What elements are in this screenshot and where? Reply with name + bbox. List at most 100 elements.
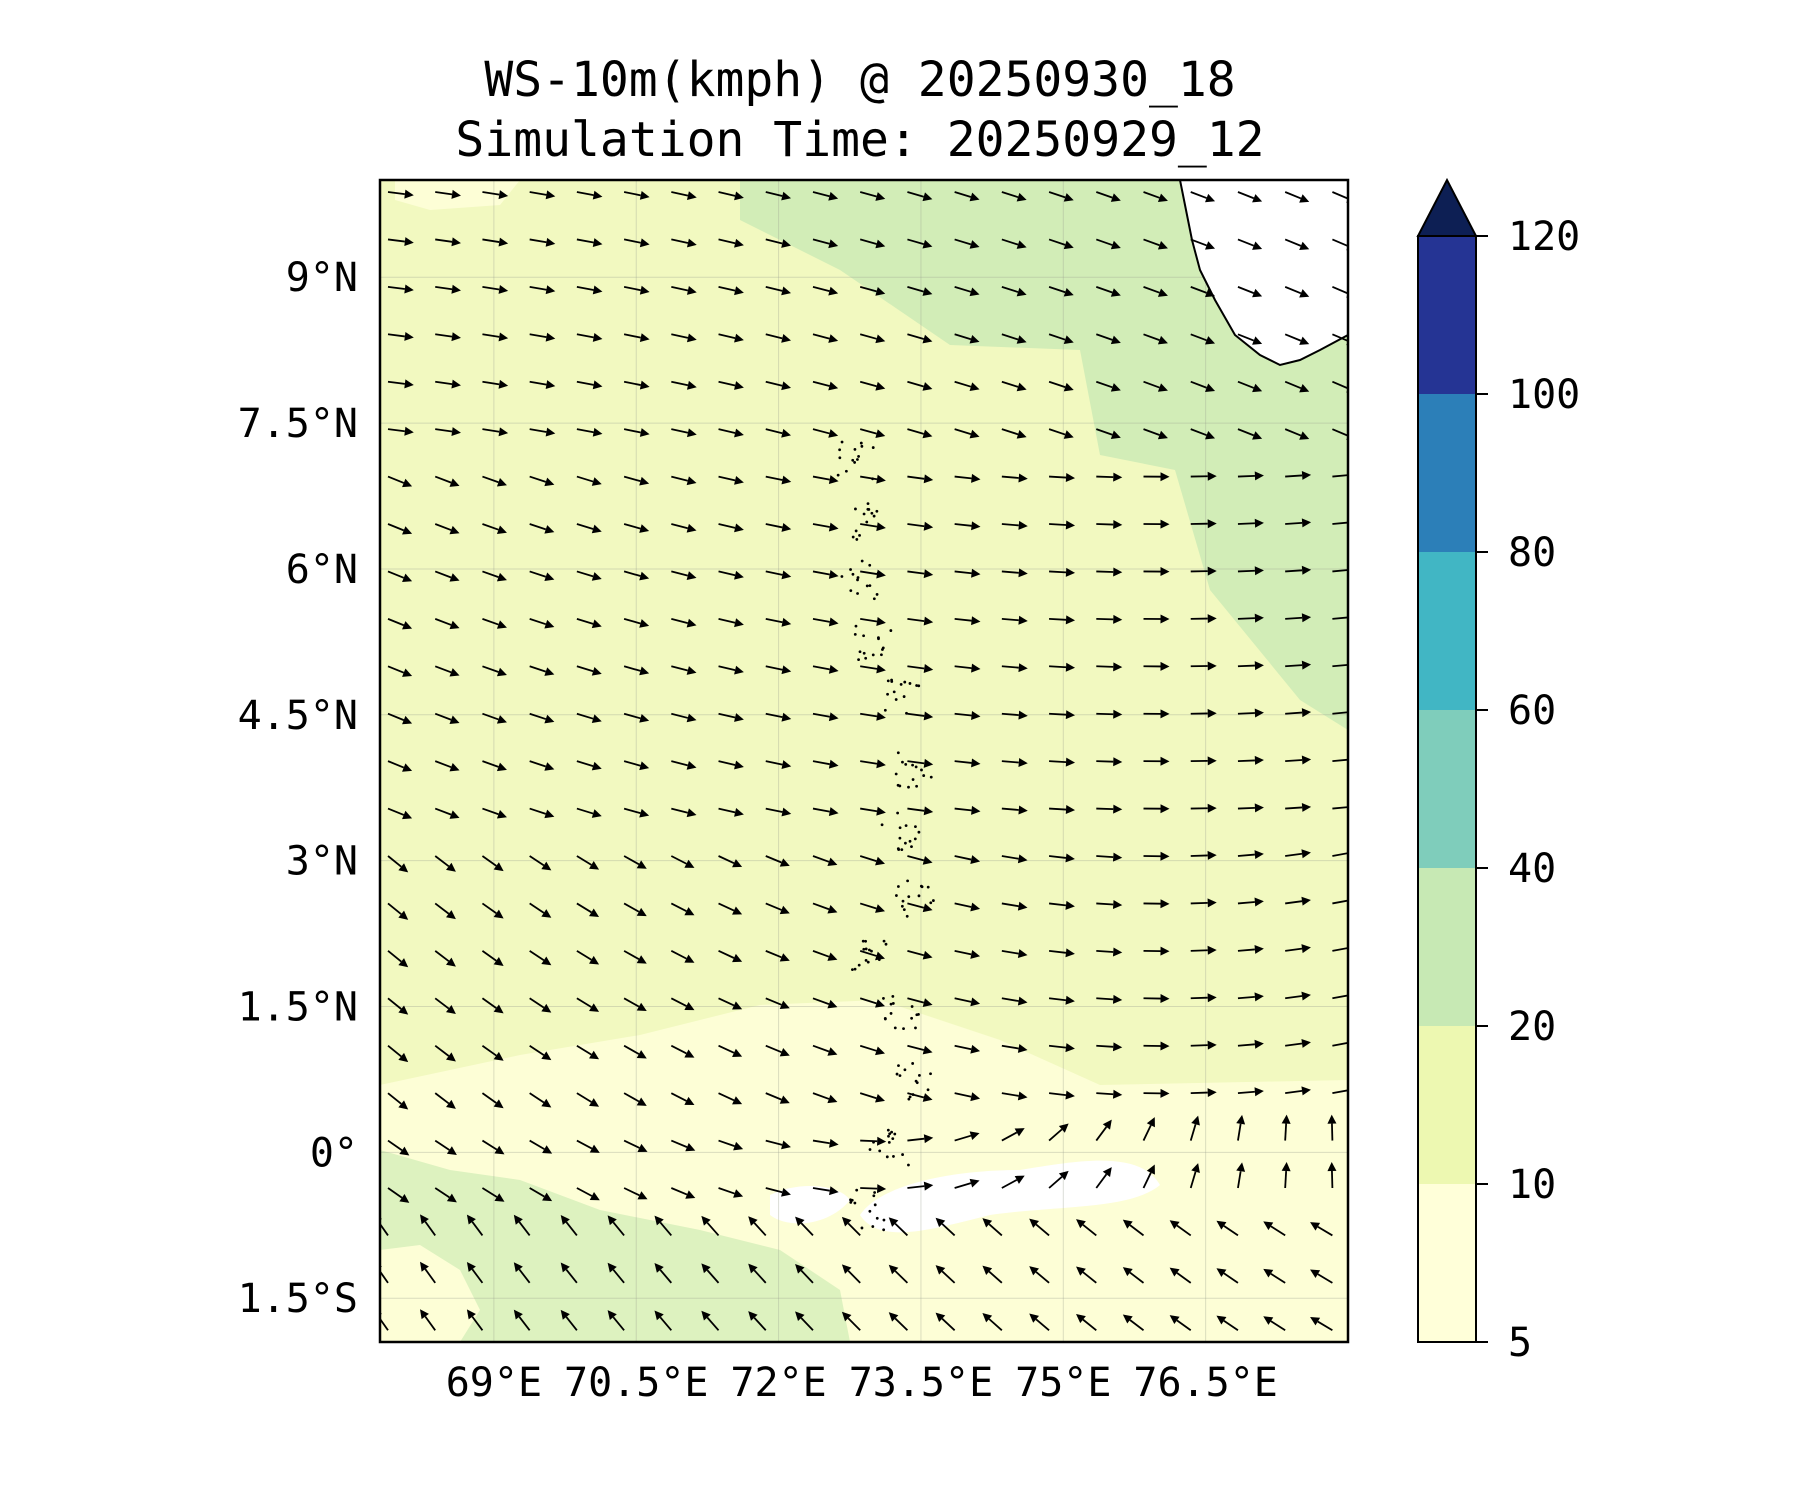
wind-arrow — [765, 1187, 791, 1197]
atoll-dot — [861, 939, 865, 943]
wind-arrow — [1143, 1088, 1170, 1098]
wind-arrow — [1281, 1162, 1291, 1189]
wind-arrow — [654, 1215, 673, 1237]
wind-arrow — [387, 665, 413, 677]
wind-arrow — [1285, 1038, 1311, 1048]
wind-arrow — [1237, 1087, 1264, 1097]
wind-arrow — [1001, 568, 1028, 578]
atoll-dot — [873, 1191, 877, 1194]
wind-arrow — [907, 806, 934, 816]
lat-tick-label: 1.5°N — [238, 985, 358, 1031]
atoll-dot — [904, 762, 908, 766]
wind-arrow — [907, 1134, 934, 1144]
wind-arrow — [1237, 897, 1264, 907]
wind-arrow — [1285, 1086, 1311, 1096]
wind-arrow — [1001, 805, 1028, 815]
wind-arrow — [1332, 711, 1348, 715]
wind-arrow — [812, 1138, 839, 1148]
atoll-dot — [850, 1198, 854, 1202]
wind-arrow — [1095, 1119, 1112, 1142]
wind-arrow — [670, 997, 695, 1011]
atoll-dot — [865, 520, 869, 524]
wind-arrow — [1237, 238, 1263, 250]
colorbar-tick-label: 20 — [1508, 1004, 1556, 1050]
wind-arrow — [1096, 947, 1123, 957]
wind-arrow — [1001, 949, 1028, 959]
wind-arrow — [623, 570, 650, 581]
colorbar-segment — [1418, 868, 1476, 1026]
wind-arrow — [1190, 614, 1217, 624]
atoll-dot — [838, 448, 842, 452]
wind-arrow — [1001, 901, 1028, 911]
wind-arrow — [1332, 947, 1348, 952]
atoll-dot — [864, 656, 868, 660]
wind-arrow — [576, 902, 600, 918]
wind-arrow — [671, 285, 697, 295]
wind-arrow — [387, 1045, 409, 1063]
wind-arrow — [1049, 757, 1076, 767]
wind-arrow — [1096, 1089, 1123, 1099]
atoll-dot — [860, 559, 864, 563]
wind-arrow — [529, 997, 552, 1013]
wind-arrow — [1216, 1315, 1239, 1332]
wind-arrow — [859, 428, 886, 439]
wind-arrow — [1169, 1267, 1192, 1284]
wind-arrow — [576, 950, 600, 965]
atoll-dot — [897, 1064, 900, 1068]
atoll-dot — [838, 456, 842, 460]
wind-arrow — [671, 238, 697, 248]
colorbar-segment — [1418, 710, 1476, 868]
wind-arrow — [1048, 948, 1075, 958]
wind-arrow — [1048, 286, 1074, 297]
wind-arrow — [387, 189, 414, 199]
wind-arrow — [1096, 852, 1123, 862]
wind-arrow — [1237, 1039, 1264, 1049]
wind-arrow — [812, 522, 839, 532]
wind-arrow — [1001, 1175, 1025, 1189]
wind-arrow — [1332, 474, 1348, 478]
wind-arrow — [671, 617, 697, 628]
wind-arrow — [1001, 286, 1027, 297]
wind-arrow — [560, 1309, 578, 1331]
wind-arrow — [718, 523, 744, 533]
wind-arrow — [718, 1187, 744, 1198]
wind-arrow — [1095, 191, 1121, 202]
atoll-dot — [929, 1072, 932, 1076]
wind-arrow — [701, 1215, 720, 1237]
wind-arrow — [907, 380, 933, 391]
wind-arrow — [434, 475, 460, 487]
wind-arrow — [954, 949, 981, 959]
wind-arrow — [1237, 428, 1263, 440]
wind-arrow — [1096, 472, 1123, 482]
wind-arrow — [1001, 1044, 1028, 1053]
atoll-dot — [871, 653, 875, 657]
wind-arrow — [907, 191, 933, 202]
wind-arrow — [1095, 1167, 1112, 1189]
wind-arrow — [513, 1262, 531, 1284]
wind-arrow — [623, 475, 650, 486]
wind-arrow — [1332, 1089, 1348, 1095]
atoll-dot — [920, 768, 923, 772]
wind-arrow — [954, 902, 981, 912]
atoll-dot — [851, 535, 855, 539]
colorbar-tick-label: 60 — [1508, 688, 1556, 734]
wind-arrow — [1285, 849, 1311, 859]
atoll-dot — [892, 690, 896, 694]
lat-tick-label: 7.5°N — [238, 401, 358, 447]
wind-arrow — [1143, 1041, 1170, 1051]
atoll-dot — [896, 751, 900, 755]
wind-arrow — [1332, 569, 1348, 573]
lat-tick-label: 4.5°N — [238, 693, 358, 739]
wind-arrow — [1048, 428, 1074, 439]
wind-arrow — [1237, 944, 1264, 954]
wind-arrow — [1285, 565, 1312, 575]
wind-arrow — [1190, 1040, 1217, 1050]
wind-arrow — [529, 1044, 552, 1061]
atoll-dot — [887, 1134, 890, 1138]
wind-arrow — [907, 1092, 933, 1102]
atoll-dot — [887, 1140, 891, 1144]
atoll-dot — [858, 650, 862, 654]
wind-arrow — [387, 1092, 409, 1110]
wind-arrow — [1285, 802, 1312, 812]
atoll-dot — [905, 711, 908, 715]
